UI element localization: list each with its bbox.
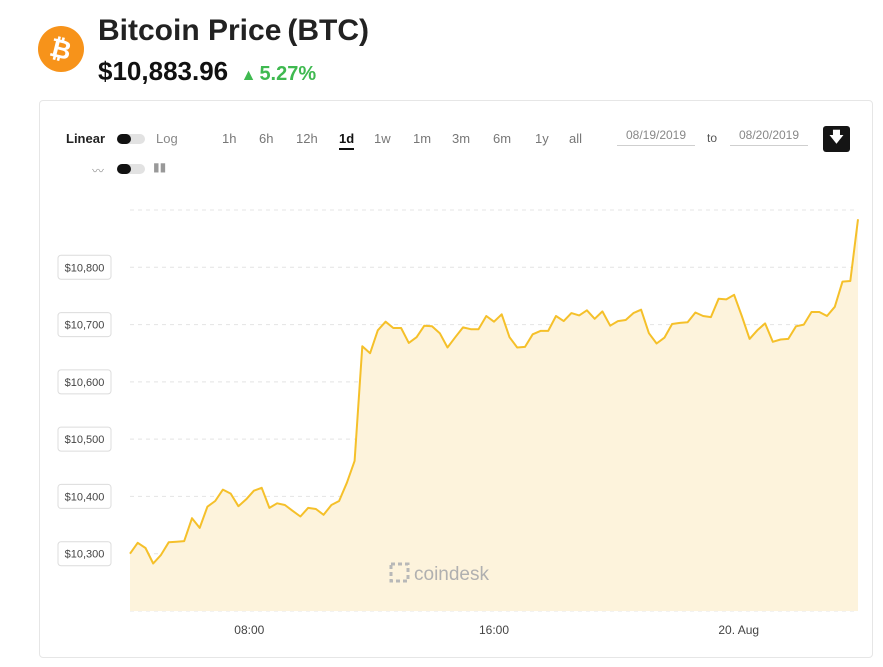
chart-type-toggle-knob — [117, 164, 131, 174]
price-row: $10,883.96 ▲ 5.27% — [98, 56, 316, 87]
linear-scale-label: Linear — [66, 131, 106, 146]
price-series-line — [129, 219, 859, 565]
y-tick-box — [57, 369, 112, 395]
scale-toggle[interactable] — [117, 134, 145, 144]
bitcoin-logo-icon: ₿ — [38, 26, 84, 72]
x-tick-label: 16:00 — [479, 623, 509, 637]
coindesk-watermark: coindesk — [389, 562, 489, 585]
y-tick-box — [57, 254, 112, 280]
page-title: Bitcoin Price (BTC) — [98, 14, 369, 48]
x-tick-label: 20. Aug — [718, 623, 759, 637]
date-from-input[interactable]: 08/19/2019 — [617, 128, 695, 146]
y-tick-label: $10,400 — [65, 491, 105, 503]
coindesk-watermark-text: coindesk — [414, 564, 489, 585]
range-6h[interactable]: 6h — [259, 131, 274, 146]
chart-toolbar: Linear Log 〰 ▮▮ 1h 6h 12h 1d 1w 1m 3m 6m… — [40, 101, 872, 181]
y-tick-label: $10,700 — [65, 320, 105, 332]
price-change: ▲ 5.27% — [241, 63, 317, 85]
range-1d[interactable]: 1d — [339, 131, 355, 150]
asset-name: Bitcoin Price — [98, 14, 282, 47]
y-tick-box — [57, 483, 112, 509]
y-tick-box — [57, 541, 112, 567]
download-button[interactable]: 🡇 — [823, 126, 850, 152]
chart-type-toggle[interactable] — [117, 164, 145, 174]
y-tick-label: $10,300 — [65, 549, 105, 561]
coindesk-logo-icon — [389, 562, 410, 583]
log-scale-label: Log — [156, 131, 178, 146]
price-area-fill — [130, 219, 858, 611]
range-all[interactable]: all — [569, 131, 583, 146]
range-1h[interactable]: 1h — [222, 131, 237, 146]
date-to-input[interactable]: 08/20/2019 — [730, 128, 808, 146]
range-3m[interactable]: 3m — [452, 131, 471, 146]
range-1y[interactable]: 1y — [535, 131, 549, 146]
y-tick-label: $10,500 — [65, 434, 105, 446]
price-change-value: 5.27% — [259, 63, 317, 85]
y-tick-box — [57, 312, 112, 338]
up-arrow-icon: ▲ — [240, 67, 257, 84]
y-tick-label: $10,800 — [65, 262, 105, 274]
x-tick-label: 08:00 — [234, 623, 264, 637]
asset-symbol: (BTC) — [287, 14, 370, 47]
scale-toggle-knob — [117, 134, 131, 144]
range-12h[interactable]: 12h — [296, 131, 318, 146]
date-to-separator: to — [707, 131, 718, 145]
range-6m[interactable]: 6m — [493, 131, 512, 146]
candlestick-icon: ▮▮ — [153, 160, 167, 174]
download-icon: 🡇 — [828, 128, 845, 146]
current-price: $10,883.96 — [98, 56, 229, 86]
y-tick-label: $10,600 — [65, 377, 105, 389]
y-tick-box — [57, 426, 112, 452]
range-1m[interactable]: 1m — [413, 131, 432, 146]
range-1w[interactable]: 1w — [374, 131, 391, 146]
line-chart-icon: 〰 — [92, 164, 105, 178]
